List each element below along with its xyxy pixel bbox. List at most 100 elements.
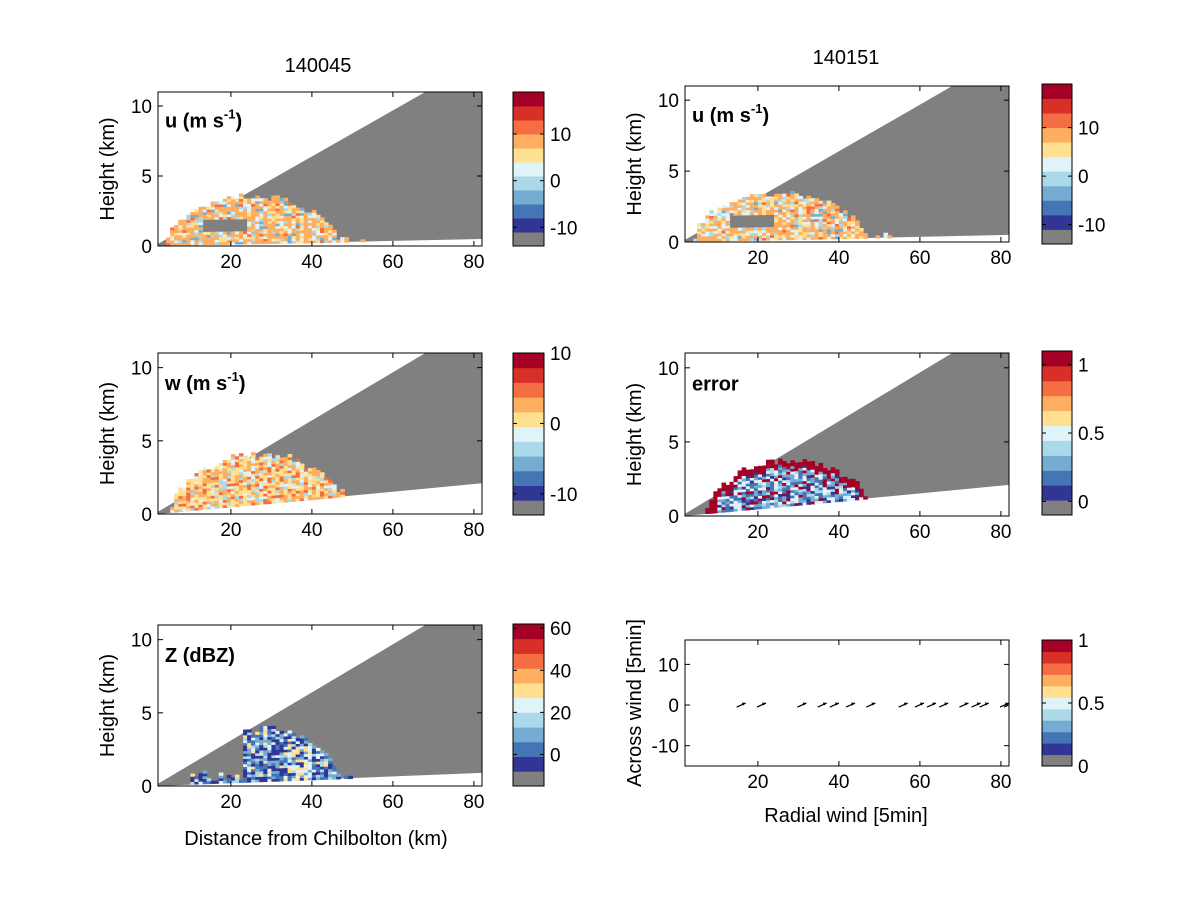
data-cell xyxy=(170,240,175,244)
data-cell xyxy=(279,460,285,464)
colorbar-swatch xyxy=(1042,127,1072,143)
y-tick-label: 0 xyxy=(668,696,679,717)
data-cell xyxy=(303,479,309,483)
colorbar-swatch xyxy=(513,470,544,486)
data-cell xyxy=(697,238,702,242)
data-cell xyxy=(210,495,216,499)
data-cell xyxy=(753,490,759,494)
data-cell xyxy=(299,463,305,467)
data-cell xyxy=(303,497,309,501)
data-cell xyxy=(230,461,236,466)
data-cell xyxy=(190,478,195,482)
data-cell xyxy=(766,204,771,208)
data-cell xyxy=(324,493,329,497)
data-cell xyxy=(818,487,824,491)
data-cell xyxy=(218,465,224,469)
data-cell xyxy=(737,475,743,480)
data-cell xyxy=(806,200,812,205)
data-cell xyxy=(275,213,280,217)
data-cell xyxy=(766,491,771,496)
data-cell xyxy=(826,236,832,240)
colorbar-swatch xyxy=(513,134,544,149)
data-cell xyxy=(315,480,321,484)
data-cell xyxy=(749,485,755,489)
data-cell xyxy=(251,208,256,212)
data-cell xyxy=(701,228,706,232)
data-cell xyxy=(725,500,731,505)
data-cell xyxy=(770,211,775,215)
data-cell xyxy=(243,755,248,759)
data-cell xyxy=(753,206,759,211)
data-cell xyxy=(194,219,199,223)
data-cell xyxy=(774,501,779,506)
data-cell xyxy=(283,459,289,463)
data-cell xyxy=(713,217,718,221)
data-cell xyxy=(311,232,317,236)
data-cell xyxy=(802,469,808,474)
data-cell xyxy=(239,241,244,245)
data-cell xyxy=(717,509,722,513)
data-cell xyxy=(307,494,313,498)
data-cell xyxy=(729,207,735,211)
data-cell xyxy=(287,756,293,761)
data-cell xyxy=(271,725,276,729)
data-cell xyxy=(234,493,240,497)
data-cell xyxy=(267,218,272,222)
data-cell xyxy=(717,217,722,221)
data-cell xyxy=(263,487,268,492)
data-cell xyxy=(283,764,289,769)
data-cell xyxy=(275,733,280,737)
data-cell xyxy=(275,200,280,204)
data-cell xyxy=(226,462,232,466)
data-cell xyxy=(733,502,739,507)
data-cell xyxy=(259,768,264,772)
data-cell xyxy=(721,509,727,513)
data-cell xyxy=(810,200,816,204)
data-cell xyxy=(766,499,771,504)
data-cell xyxy=(749,469,755,473)
data-cell xyxy=(234,469,240,473)
data-cell xyxy=(255,228,260,232)
data-cell xyxy=(202,773,208,777)
data-cell xyxy=(182,487,187,491)
data-cell xyxy=(320,480,325,484)
data-cell xyxy=(291,232,297,236)
y-tick-label: 0 xyxy=(668,233,679,254)
data-cell xyxy=(287,454,293,458)
data-cell xyxy=(263,223,268,227)
data-cell xyxy=(766,232,771,236)
data-cell xyxy=(267,456,272,460)
data-cell xyxy=(713,507,718,511)
data-cell xyxy=(279,235,285,239)
data-cell xyxy=(328,232,333,236)
data-cell xyxy=(328,765,333,770)
data-cell xyxy=(790,213,795,218)
data-cell xyxy=(226,216,232,220)
data-cell xyxy=(206,469,212,473)
data-cell xyxy=(230,490,236,495)
colorbar-swatch xyxy=(1042,365,1072,382)
data-cell xyxy=(214,505,220,509)
data-cell xyxy=(271,225,276,229)
data-cell xyxy=(182,508,187,512)
data-cell xyxy=(770,229,775,233)
data-cell xyxy=(287,230,293,234)
data-cell xyxy=(855,235,860,239)
data-cell xyxy=(324,479,329,483)
data-cell xyxy=(202,493,208,497)
data-cell xyxy=(243,211,248,215)
data-cell xyxy=(239,196,244,200)
data-cell xyxy=(243,747,248,752)
data-cell xyxy=(307,237,313,241)
data-cell xyxy=(741,232,747,236)
data-cell xyxy=(275,778,280,782)
data-cell xyxy=(802,236,808,240)
data-cell xyxy=(202,469,208,473)
data-cell xyxy=(267,487,272,491)
data-cell xyxy=(275,210,280,214)
data-cell xyxy=(263,763,268,767)
data-cell xyxy=(198,216,204,220)
data-cell xyxy=(226,475,232,479)
data-cell xyxy=(790,190,795,195)
data-cell xyxy=(737,207,743,211)
